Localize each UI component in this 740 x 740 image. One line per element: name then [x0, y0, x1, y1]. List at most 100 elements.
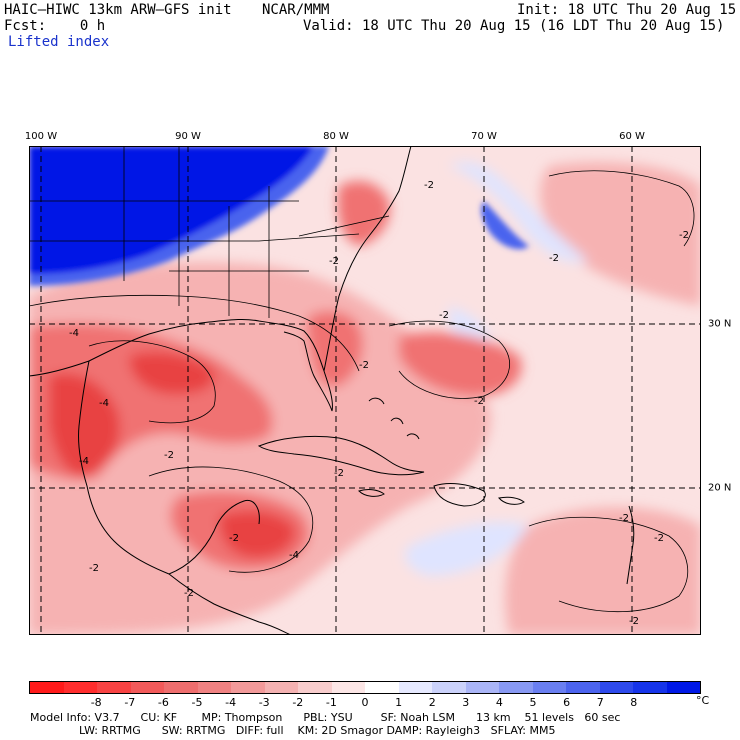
contour-label: -2	[334, 468, 344, 479]
contour-label-4: -4	[79, 456, 89, 467]
colorbar-tick-label: 5	[529, 696, 537, 709]
field-name: Lifted index	[8, 34, 110, 50]
colorbar-unit: °C	[696, 694, 710, 707]
strong-red-gulf	[129, 351, 215, 395]
lifted-index-map: -2 -2 -2 -2 -4 -4 -4 -2 -2 -2 -2 -2 -2 -…	[28, 145, 701, 636]
model-info-line-1: Model Info: V3.7 CU: KF MP: Thompson PBL…	[30, 711, 621, 724]
colorbar-segment	[432, 682, 466, 693]
colorbar-tick-label: -3	[258, 696, 270, 709]
contour-label: -2	[629, 616, 639, 627]
light-blue-streak	[449, 162, 589, 263]
jamaica	[358, 489, 385, 497]
light-blue-patch-1	[405, 522, 529, 576]
valid-time: Valid: 18 UTC Thu 20 Aug 15 (16 LDT Thu …	[303, 18, 725, 34]
colorbar-tick-label: 2	[428, 696, 436, 709]
contour-label: -2	[359, 360, 369, 371]
lon-label-80w: 80 W	[323, 131, 349, 142]
contour-line-south	[148, 466, 313, 573]
colorbar-segment	[30, 682, 64, 693]
org-label: NCAR/MMM	[262, 2, 330, 18]
contour-line-ne	[548, 170, 695, 247]
contour-line-gulf	[88, 340, 216, 424]
contour-label: -2	[184, 588, 194, 599]
colorbar-segment	[666, 682, 700, 693]
model-info-line-2: LW: RRTMG SW: RRTMG DIFF: full KM: 2D Sm…	[30, 724, 556, 737]
colorbar-segment	[197, 682, 231, 693]
contour-label: -2	[329, 256, 339, 267]
contour-label: -2	[619, 513, 629, 524]
lat-label-20n: 20 N	[708, 482, 732, 494]
us-east-coastline	[323, 145, 412, 372]
lon-label-60w: 60 W	[619, 131, 645, 142]
lon-label-100w: 100 W	[24, 131, 58, 142]
colorbar-segment	[633, 682, 667, 693]
light-red-region-ne	[540, 162, 701, 306]
graticule	[29, 146, 701, 635]
contour-label: -2	[164, 450, 174, 461]
mid-red-carolinas	[337, 181, 390, 246]
colorbar-segment	[566, 682, 600, 693]
colorbar-tick-label: -1	[325, 696, 337, 709]
map-frame	[29, 146, 701, 635]
colorbar-segment	[298, 682, 332, 693]
state-borders	[29, 146, 390, 318]
colorbar-tick-label: 8	[630, 696, 638, 709]
colorbar-tick-label: -5	[191, 696, 203, 709]
forecast-hour: Fcst: 0 h	[4, 18, 106, 34]
colorbar-segment	[63, 682, 97, 693]
colorbar-segment	[264, 682, 298, 693]
blue-streak-atlantic	[481, 201, 529, 250]
lat-label-30n: 30 N	[708, 318, 732, 330]
contour-label: -2	[474, 396, 484, 407]
contour-label: -2	[549, 253, 559, 264]
central-america-coast	[168, 573, 292, 636]
colorbar-tick-label: 7	[596, 696, 604, 709]
contour-line-east	[388, 320, 510, 399]
contour-label: -2	[89, 563, 99, 574]
light-red-region-east	[505, 507, 701, 635]
colorbar-segment	[398, 682, 432, 693]
init-time: Init: 18 UTC Thu 20 Aug 15	[517, 2, 737, 18]
colorbar-segment	[365, 682, 399, 693]
contour-label: -2	[439, 310, 449, 321]
colorbar-tick-label: 1	[395, 696, 403, 709]
colorbar-tick-label: -8	[90, 696, 102, 709]
strong-red-texas	[49, 373, 120, 477]
deep-blue-region	[29, 146, 314, 274]
contour-label: -2	[679, 230, 689, 241]
colorbar-segment	[465, 682, 499, 693]
colorbar-segment	[331, 682, 365, 693]
mid-red-florida	[306, 310, 363, 387]
yucatan-coast	[168, 499, 260, 575]
colorbar-tick-label: -4	[225, 696, 237, 709]
colorbar-tick-label: 6	[563, 696, 571, 709]
puerto-rico	[498, 496, 525, 505]
colorbar-segment	[164, 682, 198, 693]
colorbar-segment	[231, 682, 265, 693]
contour-label: -2	[654, 533, 664, 544]
colorbar-tick-label: 4	[495, 696, 503, 709]
contour-label-4: -4	[99, 398, 109, 409]
colorbar-tick-label: -6	[157, 696, 169, 709]
hispaniola	[433, 483, 486, 507]
colorbar-tick-label: -2	[292, 696, 304, 709]
colorbar-tick-label: -7	[124, 696, 136, 709]
bahamas	[368, 397, 420, 440]
model-title: HAIC–HIWC 13km ARW–GFS init	[4, 2, 232, 18]
colorbar-tick-label: 3	[462, 696, 470, 709]
lon-label-90w: 90 W	[175, 131, 201, 142]
cuba	[257, 435, 425, 476]
colorbar-segment	[499, 682, 533, 693]
colorbar-segment	[599, 682, 633, 693]
mid-red-atlantic	[399, 332, 522, 396]
contour-label-4: -4	[69, 328, 79, 339]
lon-label-70w: 70 W	[471, 131, 497, 142]
colorbar-tick-label: 0	[361, 696, 369, 709]
colorbar	[29, 681, 701, 694]
contour-line-west	[28, 294, 360, 372]
strong-red-central	[219, 510, 295, 558]
us-gulf-coastline	[28, 318, 333, 412]
colorbar-segment	[130, 682, 164, 693]
colorbar-segment	[97, 682, 131, 693]
contour-label: -2	[229, 533, 239, 544]
